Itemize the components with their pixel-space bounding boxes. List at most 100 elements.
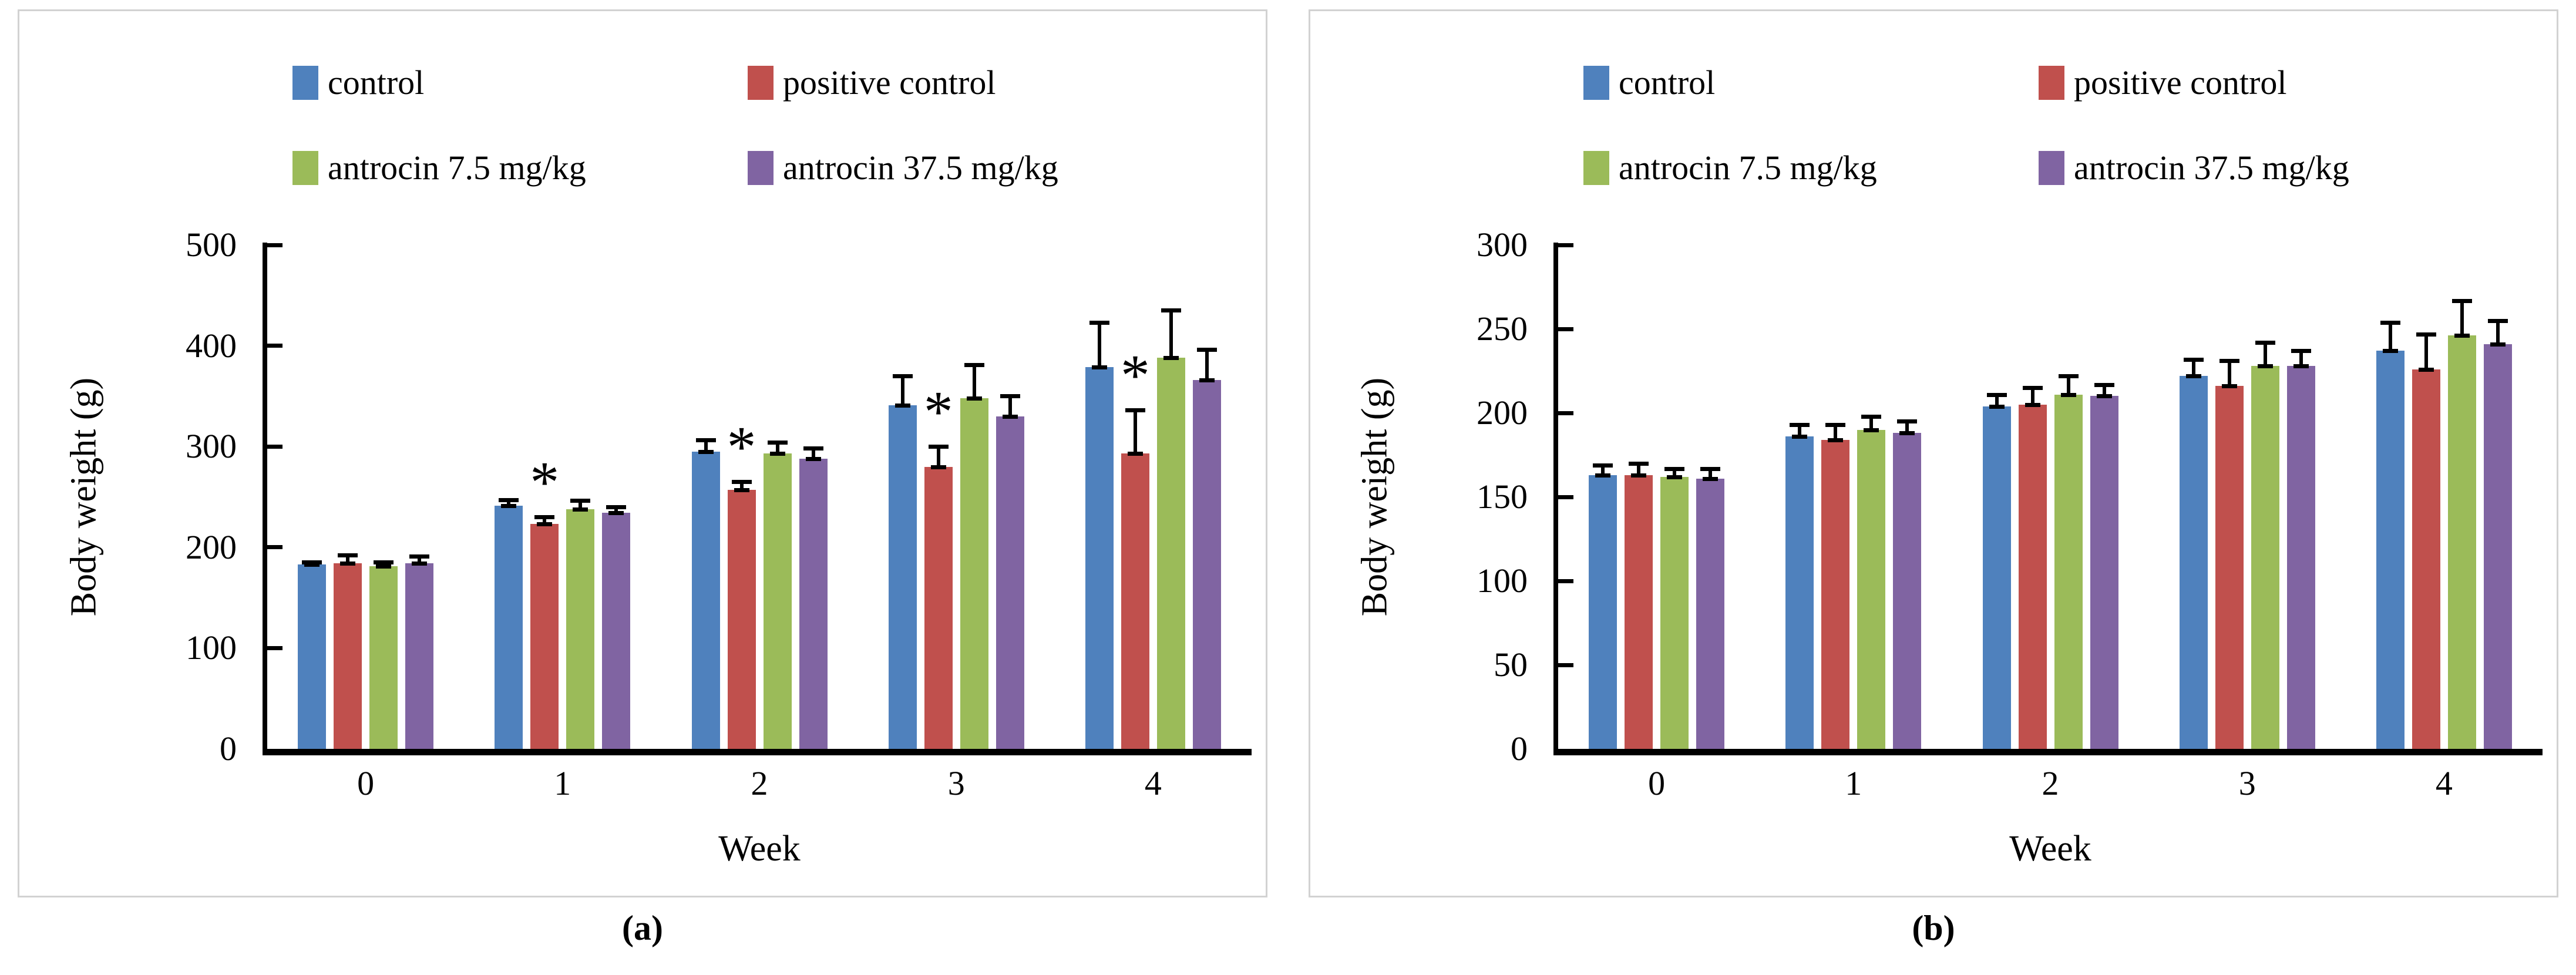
x-tick-label-week-4: 4 bbox=[2435, 764, 2453, 802]
y-tick-mark-400 bbox=[267, 344, 283, 348]
error-bar-line bbox=[2460, 298, 2464, 336]
error-bar-cap-top bbox=[1700, 466, 1721, 471]
legend-a: control positive control antrocin 7.5 mg/k… bbox=[292, 63, 1058, 187]
y-tick-label-200: 200 bbox=[1477, 394, 1528, 432]
error-bar-cap-bottom bbox=[1864, 428, 1879, 432]
error-bar-cap-bottom bbox=[1199, 378, 1215, 382]
error-bar-cap-top bbox=[1664, 466, 1685, 471]
error-bar-cap-bottom bbox=[1163, 356, 1179, 361]
error-bar-line bbox=[972, 362, 976, 398]
y-axis-line bbox=[263, 243, 267, 755]
legend-swatch bbox=[1583, 65, 1609, 100]
error-bar-cap-bottom bbox=[930, 465, 946, 469]
error-bar-cap-top bbox=[892, 374, 913, 378]
error-bar-cap-bottom bbox=[376, 564, 392, 569]
legend-swatch bbox=[2039, 65, 2064, 100]
error-bar-line bbox=[2102, 382, 2106, 396]
legend-item-control: control bbox=[292, 63, 748, 102]
error-bar-cap-bottom bbox=[734, 488, 749, 492]
error-bar-cap-bottom bbox=[304, 562, 320, 567]
y-tick-mark-50 bbox=[1558, 663, 1573, 667]
error-bar-cap-top bbox=[1861, 414, 1882, 419]
bar-antrocin-7.5-mg-kg-week-0 bbox=[369, 566, 398, 749]
error-bar-line bbox=[900, 374, 904, 405]
panel-row: control positive control antrocin 7.5 mg/k… bbox=[18, 9, 2558, 897]
error-bar-cap-bottom bbox=[2382, 349, 2398, 354]
error-bar-cap-top bbox=[338, 553, 358, 558]
legend-item-antrocin-37.5-mg-kg: antrocin 37.5 mg/kg bbox=[2039, 148, 2349, 187]
error-bar-cap-top bbox=[2416, 332, 2436, 337]
significance-asterisk: * bbox=[530, 449, 560, 515]
error-bar-cap-top bbox=[570, 499, 591, 503]
bar-antrocin-37.5-mg-kg-week-3 bbox=[2286, 365, 2315, 749]
error-bar-cap-bottom bbox=[608, 511, 624, 516]
error-bar-cap-bottom bbox=[2293, 364, 2309, 368]
bar-antrocin-37.5-mg-kg-week-4 bbox=[2483, 344, 2512, 749]
y-tick-mark-500 bbox=[267, 243, 283, 247]
error-bar-cap-top bbox=[767, 440, 788, 445]
y-tick-mark-250 bbox=[1558, 327, 1573, 331]
error-bar-cap-bottom bbox=[1828, 438, 1844, 442]
legend-label: control bbox=[328, 63, 425, 102]
bar-antrocin-7.5-mg-kg-week-4 bbox=[2447, 335, 2476, 749]
error-bar-line bbox=[1133, 408, 1137, 454]
x-tick-label-week-0: 0 bbox=[357, 764, 375, 802]
error-bar-cap-top bbox=[2291, 349, 2311, 354]
error-bar-cap-bottom bbox=[698, 449, 714, 454]
y-tick-label-100: 100 bbox=[186, 628, 237, 667]
error-bar-line bbox=[1798, 423, 1802, 437]
y-tick-label-250: 250 bbox=[1477, 310, 1528, 348]
error-bar-line bbox=[418, 554, 422, 564]
error-bar-cap-top bbox=[2058, 374, 2079, 379]
bar-positive-control-week-3 bbox=[2215, 386, 2244, 749]
error-bar-line bbox=[1097, 320, 1101, 367]
bar-antrocin-7.5-mg-kg-week-0 bbox=[1660, 476, 1689, 749]
y-tick-label-0: 0 bbox=[1511, 729, 1528, 768]
error-bar-line bbox=[704, 438, 708, 452]
legend-label: antrocin 37.5 mg/kg bbox=[2074, 149, 2349, 187]
bar-control-week-3 bbox=[2179, 376, 2208, 749]
error-bar-cap-top bbox=[2183, 357, 2204, 362]
error-bar-cap-bottom bbox=[894, 403, 910, 408]
error-bar-cap-bottom bbox=[769, 452, 785, 456]
error-bar-cap-bottom bbox=[2096, 394, 2112, 399]
bar-positive-control-week-2 bbox=[2018, 404, 2047, 749]
y-tick-label-150: 150 bbox=[1477, 478, 1528, 516]
error-bar-cap-top bbox=[302, 560, 322, 565]
x-axis-line bbox=[263, 749, 1252, 755]
error-bar-cap-bottom bbox=[1989, 404, 2005, 409]
error-bar-cap-bottom bbox=[2490, 342, 2506, 347]
bar-positive-control-week-0 bbox=[334, 563, 362, 749]
y-tick-label-0: 0 bbox=[220, 729, 237, 768]
error-bar-cap-bottom bbox=[1703, 476, 1719, 481]
y-tick-mark-100 bbox=[1558, 579, 1573, 583]
bar-positive-control-week-1 bbox=[1821, 439, 1850, 749]
error-bar-cap-top bbox=[1089, 320, 1109, 325]
legend-b: control positive control antrocin 7.5 mg/k… bbox=[1583, 63, 2349, 187]
error-bar-cap-bottom bbox=[537, 522, 553, 527]
legend-label: positive control bbox=[783, 63, 996, 102]
y-axis-line bbox=[1553, 243, 1558, 755]
error-bar-cap-top bbox=[964, 362, 984, 367]
legend-swatch bbox=[748, 65, 774, 100]
bar-positive-control-week-4 bbox=[2412, 369, 2440, 749]
error-bar-cap-top bbox=[1629, 461, 1649, 466]
bar-antrocin-7.5-mg-kg-week-2 bbox=[2054, 394, 2083, 749]
y-tick-mark-100 bbox=[267, 645, 283, 650]
error-bar-cap-bottom bbox=[2418, 367, 2434, 372]
y-tick-mark-200 bbox=[267, 545, 283, 550]
error-bar-line bbox=[2496, 318, 2500, 344]
error-bar-cap-top bbox=[1790, 423, 1810, 428]
error-bar-cap-top bbox=[695, 438, 716, 443]
legend-item-positive-control: positive control bbox=[2039, 63, 2349, 102]
plot-area-a: Body weight (g) 0 1 2 3 4 Week 0 100 200 300 400… bbox=[64, 226, 1252, 869]
significance-asterisk: * bbox=[1120, 342, 1150, 408]
error-bar-cap-bottom bbox=[412, 562, 428, 566]
bar-antrocin-7.5-mg-kg-week-3 bbox=[2251, 365, 2279, 749]
bar-positive-control-week-2 bbox=[727, 490, 756, 749]
error-bar-cap-bottom bbox=[2025, 402, 2040, 407]
error-bar-cap-top bbox=[2451, 298, 2472, 303]
y-tick-label-100: 100 bbox=[1477, 562, 1528, 600]
error-bar-line bbox=[811, 446, 815, 459]
